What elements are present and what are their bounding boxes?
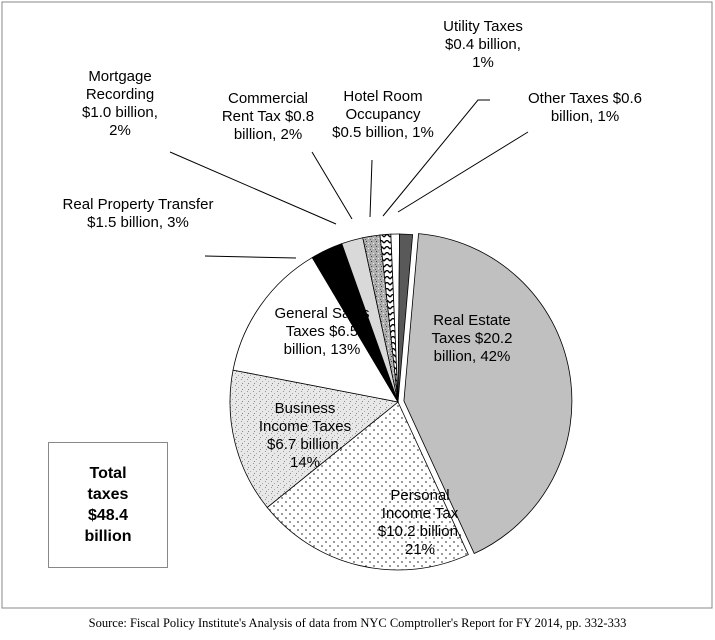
- pie-slice: [232, 257, 399, 403]
- slice-name: Real Estate Taxes: [431, 312, 511, 347]
- slice-label: Business Income Taxes $6.7 billion, 14%: [250, 400, 360, 472]
- frame: [1, 1, 713, 609]
- slice-name: Utility Taxes: [443, 18, 523, 35]
- slice-value: $6.7 billion, 14%: [267, 436, 343, 471]
- slice-label: Other Taxes $0.6 billion, 1%: [525, 90, 645, 126]
- slice-label: Utility Taxes $0.4 billion, 1%: [433, 18, 533, 72]
- slice-name: Real Property Transfer: [62, 196, 214, 213]
- pie-slice: [229, 369, 399, 509]
- source-note: Source: Fiscal Policy Institute's Analys…: [88, 616, 627, 630]
- slice-value: $0.8 billion, 2%: [233, 108, 315, 143]
- slice-name: Commercial Rent Tax: [221, 90, 308, 125]
- slice-label: Hotel Room Occupancy $0.5 billion, 1%: [331, 88, 436, 142]
- slice-value: $6.5 billion, 13%: [283, 323, 361, 358]
- slice-value: $1.5 billion, 3%: [87, 214, 189, 231]
- slice-label: Real Estate Taxes $20.2 billion, 42%: [417, 312, 527, 366]
- slice-value: $20.2 billion, 42%: [433, 330, 513, 365]
- pie-slice: [403, 233, 573, 555]
- leader-line: [311, 151, 353, 220]
- slice-value: $1.0 billion, 2%: [82, 104, 158, 139]
- slice-name: Hotel Room Occupancy: [343, 88, 423, 123]
- slice-label: General Sales Taxes $6.5 billion, 13%: [270, 305, 375, 359]
- slice-name: Other Taxes: [528, 90, 609, 107]
- leader-line: [169, 151, 337, 225]
- slice-label: Real Property Transfer $1.5 billion, 3%: [58, 196, 218, 232]
- slice-label: Mortgage Recording $1.0 billion, 2%: [70, 68, 170, 140]
- pie-slice: [397, 233, 414, 403]
- pie-slice: [266, 401, 469, 571]
- leader-line: [397, 131, 529, 213]
- slice-value: $0.4 billion, 1%: [445, 36, 521, 71]
- leader-line: [382, 99, 490, 217]
- leader-line: [204, 255, 297, 259]
- slice-label: Commercial Rent Tax $0.8 billion, 2%: [213, 90, 323, 144]
- slice-name: General Sales Taxes: [274, 305, 370, 340]
- slice-name: Business Income Taxes: [258, 400, 352, 435]
- slice-name: Mortgage Recording: [85, 68, 155, 103]
- slice-value: $0.6 billion, 1%: [550, 90, 642, 125]
- slice-value: $10.2 billion, 21%: [377, 523, 463, 558]
- total-annotation: Total taxes $48.4 billion: [48, 442, 168, 568]
- slice-value: $0.5 billion, 1%: [332, 124, 434, 141]
- leader-line: [369, 159, 373, 218]
- slice-name: Personal Income Tax: [381, 487, 459, 522]
- slice-label: Personal Income Tax $10.2 billion, 21%: [365, 487, 475, 559]
